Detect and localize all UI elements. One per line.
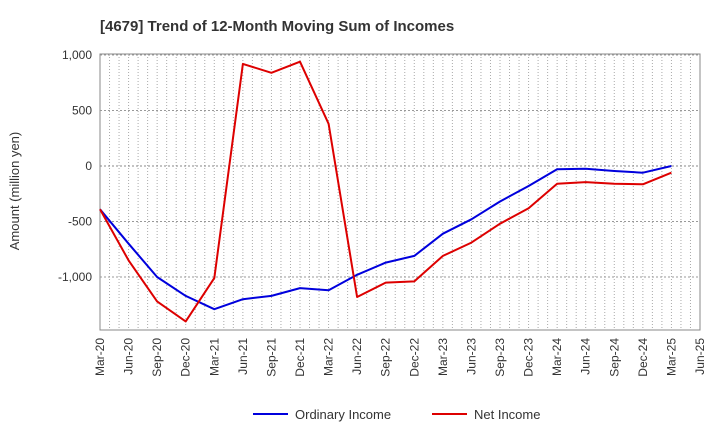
- y-tick-label: 500: [72, 104, 92, 118]
- x-tick-label: Jun-23: [464, 338, 478, 375]
- x-tick-label: Mar-20: [93, 338, 107, 376]
- x-tick-label: Mar-23: [436, 338, 450, 376]
- y-tick-label: -1,000: [58, 270, 92, 284]
- y-tick-label: 1,000: [62, 48, 92, 62]
- x-tick-label: Sep-21: [264, 338, 278, 377]
- grid-layer: [100, 54, 700, 330]
- series-line-net-income: [99, 60, 672, 323]
- series-layer: [99, 60, 672, 323]
- x-tick-label: Mar-21: [207, 338, 221, 376]
- x-tick-label: Jun-24: [579, 338, 593, 375]
- x-tick-label: Sep-24: [607, 338, 621, 377]
- x-tick-label: Sep-23: [493, 338, 507, 377]
- y-tick-label: 0: [85, 159, 92, 173]
- x-tick-label: Jun-21: [236, 338, 250, 375]
- y-tick-label: -500: [68, 215, 92, 229]
- x-tick-label: Jun-22: [350, 338, 364, 375]
- y-axis-label: Amount (million yen): [7, 132, 22, 251]
- x-tick-label: Mar-22: [322, 338, 336, 376]
- x-tick-label: Mar-24: [550, 338, 564, 376]
- legend-label: Ordinary Income: [295, 407, 391, 422]
- x-tick-label: Dec-24: [636, 338, 650, 377]
- chart-title: [4679] Trend of 12-Month Moving Sum of I…: [100, 18, 454, 35]
- x-tick-label: Dec-20: [179, 338, 193, 377]
- legend: Ordinary Income Net Income: [253, 407, 540, 422]
- x-tick-label: Dec-23: [522, 338, 536, 377]
- x-tick-label: Dec-21: [293, 338, 307, 377]
- legend-label: Net Income: [474, 407, 540, 422]
- x-tick-labels: Mar-20 Jun-20 Sep-20 Dec-20 Mar-21 Jun-21 Sep-…: [93, 338, 707, 377]
- series-line-ordinary-income: [99, 165, 672, 311]
- x-tick-label: Dec-22: [407, 338, 421, 377]
- x-tick-label: Jun-25: [693, 338, 707, 375]
- y-tick-labels: 1,000 500 0 -500 -1,000: [58, 48, 92, 284]
- x-tick-label: Sep-22: [379, 338, 393, 377]
- x-tick-label: Jun-20: [122, 338, 136, 375]
- x-tick-label: Sep-20: [150, 338, 164, 377]
- plot-frame: [99, 53, 701, 331]
- x-tick-label: Mar-25: [664, 338, 678, 376]
